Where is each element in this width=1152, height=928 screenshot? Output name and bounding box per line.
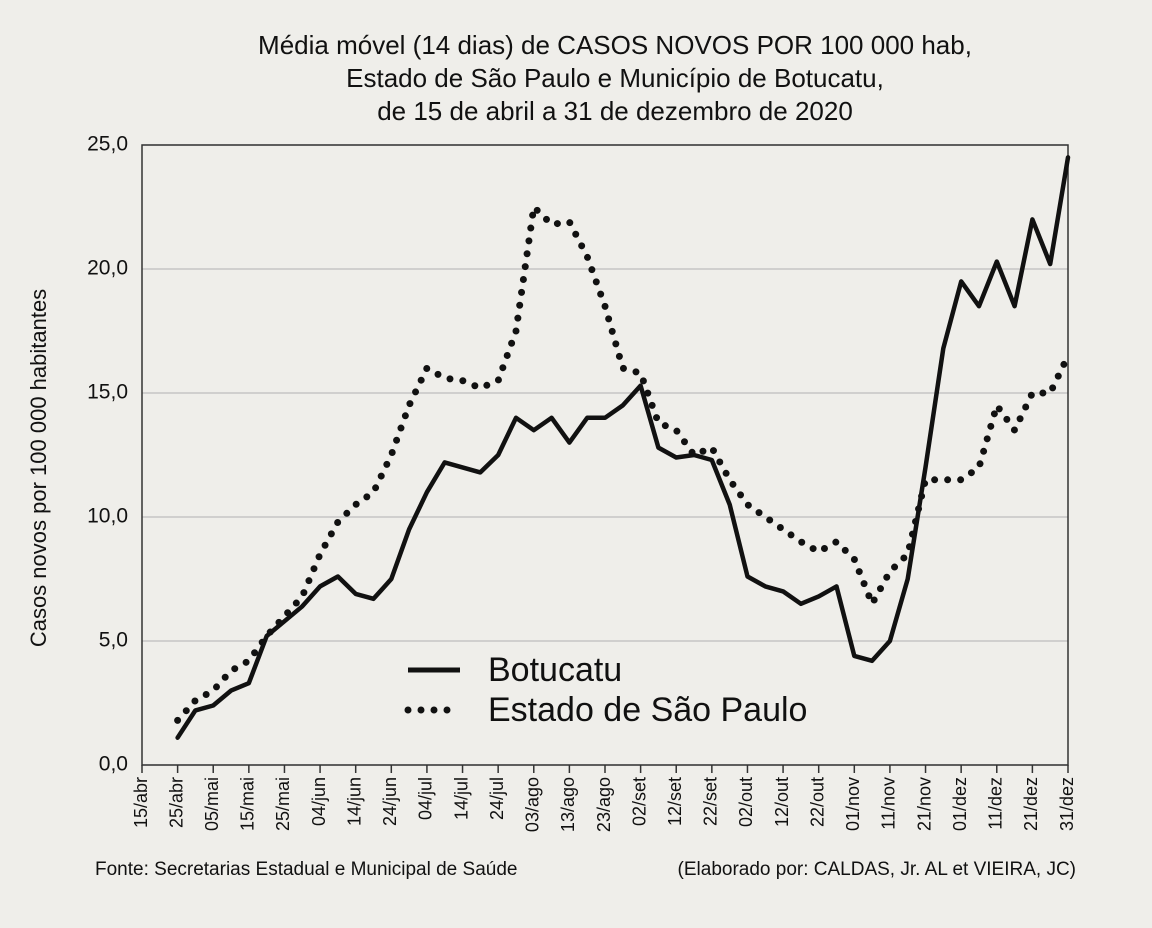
y-tick-label: 0,0 — [99, 753, 128, 776]
x-tick-label: 25/abr — [166, 777, 186, 828]
x-tick-label: 22/out — [807, 777, 827, 827]
x-tick-label: 14/jun — [344, 777, 364, 826]
x-tick-label: 04/jun — [309, 777, 329, 826]
y-tick-label: 5,0 — [99, 629, 128, 652]
x-tick-label: 02/set — [629, 777, 649, 826]
x-tick-label: 02/out — [736, 777, 756, 827]
x-tick-label: 01/nov — [843, 777, 863, 831]
x-tick-label: 13/ago — [558, 777, 578, 832]
chart-title: Estado de São Paulo e Município de Botuc… — [346, 63, 884, 93]
x-tick-label: 21/nov — [914, 777, 934, 831]
series-line — [174, 203, 1072, 724]
x-tick-label: 03/ago — [523, 777, 543, 832]
x-tick-label: 15/abr — [131, 777, 151, 828]
series-line — [175, 155, 1071, 740]
x-tick-label: 11/dez — [986, 777, 1006, 830]
x-tick-label: 22/set — [701, 777, 721, 826]
x-tick-label: 11/nov — [879, 777, 899, 830]
x-tick-label: 21/dez — [1021, 777, 1041, 831]
x-tick-label: 25/mai — [273, 777, 293, 831]
y-tick-label: 15,0 — [87, 381, 128, 404]
x-tick-label: 12/out — [772, 777, 792, 827]
credit-note: (Elaborado por: CALDAS, Jr. AL et VIEIRA… — [678, 859, 1076, 880]
x-tick-label: 31/dez — [1057, 777, 1077, 831]
x-tick-label: 24/jul — [487, 777, 507, 820]
chart-title: Média móvel (14 dias) de CASOS NOVOS POR… — [258, 30, 972, 60]
x-tick-label: 15/mai — [238, 777, 258, 831]
legend-label: Estado de São Paulo — [488, 691, 807, 729]
y-tick-label: 25,0 — [87, 133, 128, 156]
y-tick-label: 10,0 — [87, 505, 128, 528]
x-tick-label: 23/ago — [594, 777, 614, 832]
x-tick-label: 14/jul — [451, 777, 471, 820]
chart-title: de 15 de abril a 31 de dezembro de 2020 — [377, 96, 853, 126]
y-axis-label: Casos novos por 100 000 habitantes — [26, 289, 51, 647]
source-note: Fonte: Secretarias Estadual e Municipal … — [95, 859, 517, 880]
x-tick-label: 24/jun — [380, 777, 400, 826]
x-tick-label: 05/mai — [202, 777, 222, 831]
y-tick-label: 20,0 — [87, 257, 128, 280]
x-tick-label: 12/set — [665, 777, 685, 826]
x-tick-label: 04/jul — [416, 777, 436, 820]
legend-label: Botucatu — [488, 651, 622, 689]
x-tick-label: 01/dez — [950, 777, 970, 831]
